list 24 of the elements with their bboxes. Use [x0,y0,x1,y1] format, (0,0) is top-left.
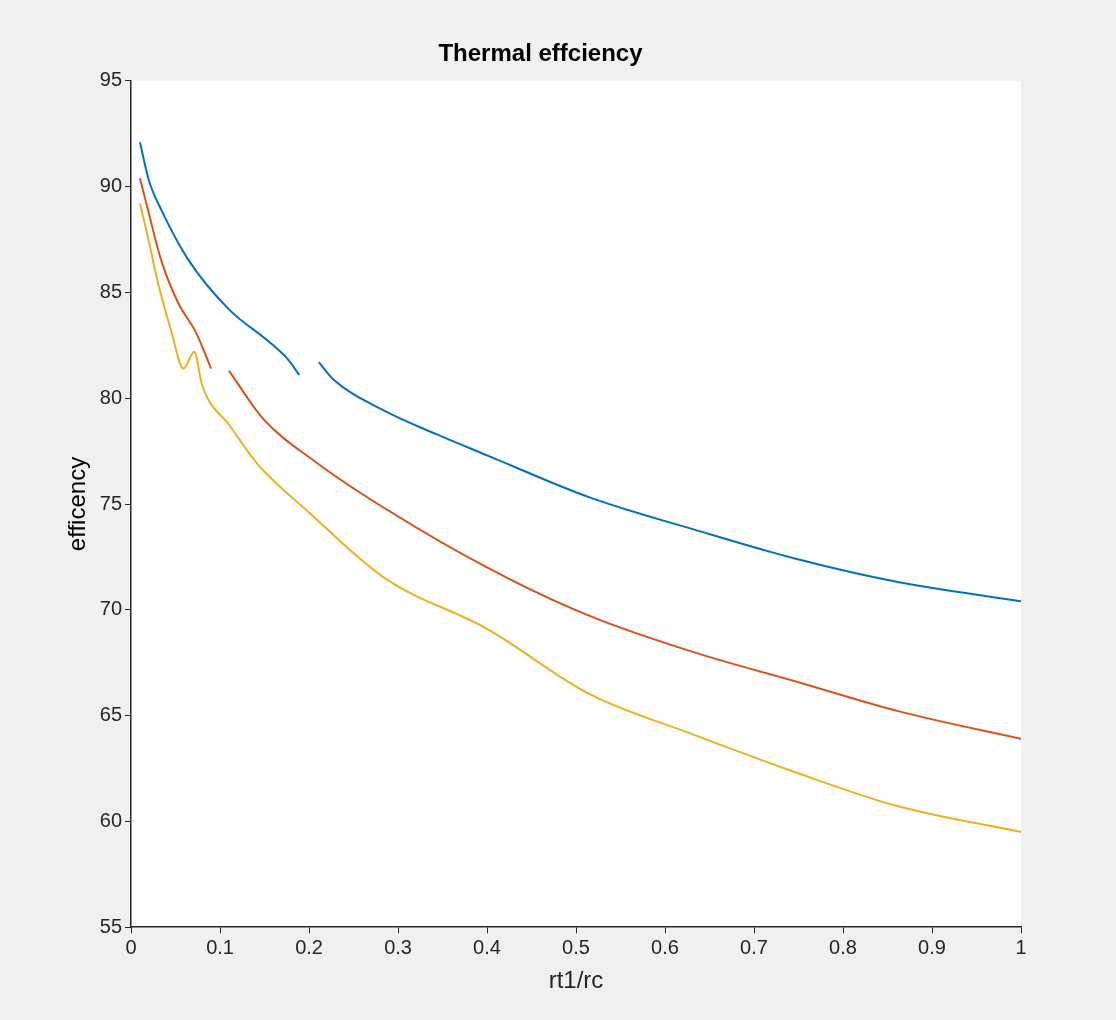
x-tick-label: 1 [1015,935,1027,958]
x-tick-label: 0.9 [918,935,946,958]
chart-title: Thermal effciency [438,39,644,67]
y-tick-label: 75 [99,491,123,514]
x-axis-title: rt1/rc [548,966,604,994]
x-tick-label: 0.4 [473,935,501,958]
y-tick-label: 65 [99,703,123,726]
y-tick-label: 60 [99,808,123,831]
x-tick-label: 0 [125,935,137,958]
y-tick-label: 90 [99,174,123,197]
x-tick-label: 0.2 [295,935,323,958]
y-tick-label: 80 [99,385,123,408]
x-tick-label: 0.3 [384,935,412,958]
x-tick-label: 0.8 [829,935,857,958]
line-series [138,202,1021,833]
x-tick-label: 0.6 [651,935,679,958]
x-tick-label: 0.5 [562,935,590,958]
x-tick-label: 0.1 [206,935,234,958]
y-tick-label: 85 [99,279,123,302]
y-tick-label: 95 [99,68,123,91]
x-tick-label: 0.7 [740,935,768,958]
y-tick-label: 70 [99,597,123,620]
y-axis-title: efficency [63,456,91,552]
y-tick-label: 55 [99,914,123,937]
